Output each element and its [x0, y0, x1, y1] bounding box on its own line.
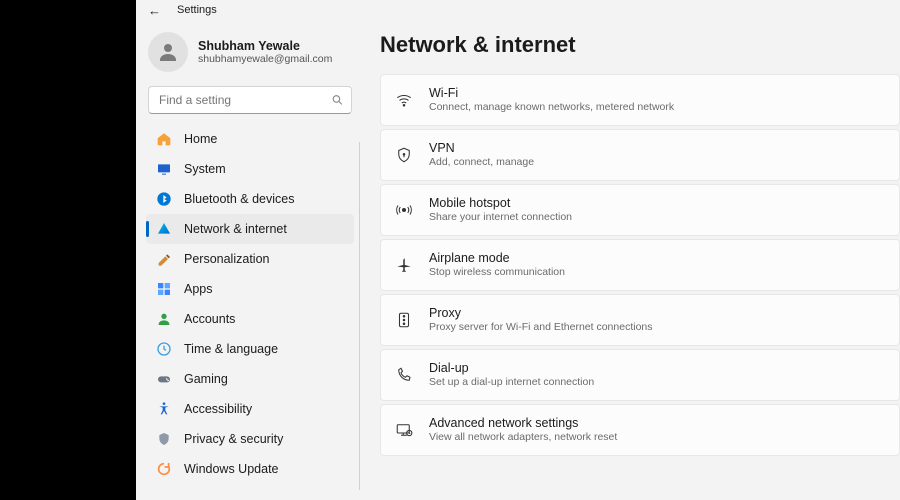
card-airplane[interactable]: Airplane modeStop wireless communication: [380, 239, 900, 291]
sidebar-divider: [359, 142, 360, 490]
sidebar-item-system[interactable]: System: [146, 154, 354, 184]
card-text: ProxyProxy server for Wi-Fi and Ethernet…: [429, 306, 653, 335]
sidebar-item-label: Privacy & security: [184, 432, 283, 446]
sidebar-item-label: System: [184, 162, 226, 176]
system-icon: [156, 161, 172, 177]
sidebar-item-home[interactable]: Home: [146, 124, 354, 154]
sidebar-item-label: Home: [184, 132, 217, 146]
main-panel: Network & internet Wi-FiConnect, manage …: [360, 20, 900, 500]
privacy-icon: [156, 431, 172, 447]
card-text: Dial-upSet up a dial-up internet connect…: [429, 361, 594, 390]
card-subtitle: Proxy server for Wi-Fi and Ethernet conn…: [429, 321, 653, 334]
card-text: Wi-FiConnect, manage known networks, met…: [429, 86, 674, 115]
sidebar-item-label: Bluetooth & devices: [184, 192, 295, 206]
network-icon: [156, 221, 172, 237]
sidebar-item-label: Time & language: [184, 342, 278, 356]
sidebar-item-gaming[interactable]: Gaming: [146, 364, 354, 394]
gaming-icon: [156, 371, 172, 387]
card-text: VPNAdd, connect, manage: [429, 141, 534, 170]
accounts-icon: [156, 311, 172, 327]
sidebar-item-label: Gaming: [184, 372, 228, 386]
card-text: Mobile hotspotShare your internet connec…: [429, 196, 572, 225]
card-subtitle: View all network adapters, network reset: [429, 431, 617, 444]
sidebar-item-accessibility[interactable]: Accessibility: [146, 394, 354, 424]
card-title: Advanced network settings: [429, 416, 617, 432]
settings-card-list: Wi-FiConnect, manage known networks, met…: [380, 74, 900, 456]
card-text: Airplane modeStop wireless communication: [429, 251, 565, 280]
card-subtitle: Share your internet connection: [429, 211, 572, 224]
card-subtitle: Connect, manage known networks, metered …: [429, 101, 674, 114]
card-title: Dial-up: [429, 361, 594, 377]
card-proxy[interactable]: ProxyProxy server for Wi-Fi and Ethernet…: [380, 294, 900, 346]
app-title: Settings: [177, 4, 217, 16]
card-subtitle: Stop wireless communication: [429, 266, 565, 279]
card-text: Advanced network settingsView all networ…: [429, 416, 617, 445]
page-title: Network & internet: [380, 32, 900, 58]
advanced-icon: [395, 421, 413, 439]
sidebar-item-apps[interactable]: Apps: [146, 274, 354, 304]
card-subtitle: Set up a dial-up internet connection: [429, 376, 594, 389]
hotspot-icon: [395, 201, 413, 219]
card-hotspot[interactable]: Mobile hotspotShare your internet connec…: [380, 184, 900, 236]
sidebar-item-personalization[interactable]: Personalization: [146, 244, 354, 274]
wifi-icon: [395, 91, 413, 109]
sidebar-item-label: Network & internet: [184, 222, 287, 236]
apps-icon: [156, 281, 172, 297]
card-title: Wi-Fi: [429, 86, 674, 102]
sidebar: Shubham Yewale shubhamyewale@gmail.com H…: [136, 20, 360, 500]
proxy-icon: [395, 311, 413, 329]
personalization-icon: [156, 251, 172, 267]
search-input[interactable]: [148, 86, 352, 114]
profile-text: Shubham Yewale shubhamyewale@gmail.com: [198, 39, 332, 65]
sidebar-item-label: Apps: [184, 282, 213, 296]
vpn-icon: [395, 146, 413, 164]
card-title: VPN: [429, 141, 534, 157]
accessibility-icon: [156, 401, 172, 417]
profile-email: shubhamyewale@gmail.com: [198, 53, 332, 65]
update-icon: [156, 461, 172, 477]
search-wrap: [148, 86, 352, 114]
sidebar-item-update[interactable]: Windows Update: [146, 454, 354, 484]
card-title: Mobile hotspot: [429, 196, 572, 212]
airplane-icon: [395, 256, 413, 274]
sidebar-item-time[interactable]: Time & language: [146, 334, 354, 364]
sidebar-item-bluetooth[interactable]: Bluetooth & devices: [146, 184, 354, 214]
sidebar-item-accounts[interactable]: Accounts: [146, 304, 354, 334]
time-icon: [156, 341, 172, 357]
dialup-icon: [395, 366, 413, 384]
card-advanced[interactable]: Advanced network settingsView all networ…: [380, 404, 900, 456]
card-dialup[interactable]: Dial-upSet up a dial-up internet connect…: [380, 349, 900, 401]
sidebar-item-network[interactable]: Network & internet: [146, 214, 354, 244]
card-title: Airplane mode: [429, 251, 565, 267]
profile-block[interactable]: Shubham Yewale shubhamyewale@gmail.com: [146, 28, 354, 84]
sidebar-item-label: Accessibility: [184, 402, 252, 416]
sidebar-item-label: Windows Update: [184, 462, 279, 476]
card-wifi[interactable]: Wi-FiConnect, manage known networks, met…: [380, 74, 900, 126]
sidebar-nav: Home System Bluetooth & devices Network & i…: [146, 124, 354, 484]
sidebar-item-label: Personalization: [184, 252, 269, 266]
window-body: Shubham Yewale shubhamyewale@gmail.com H…: [136, 20, 900, 500]
bluetooth-icon: [156, 191, 172, 207]
titlebar: ← Settings: [136, 0, 900, 20]
settings-window: ← Settings Shubham Yewale shubhamyewale@…: [136, 0, 900, 500]
sidebar-item-label: Accounts: [184, 312, 235, 326]
avatar: [148, 32, 188, 72]
back-button[interactable]: ←: [148, 4, 161, 17]
search-icon: [331, 94, 344, 107]
home-icon: [156, 131, 172, 147]
card-subtitle: Add, connect, manage: [429, 156, 534, 169]
sidebar-item-privacy[interactable]: Privacy & security: [146, 424, 354, 454]
card-vpn[interactable]: VPNAdd, connect, manage: [380, 129, 900, 181]
card-title: Proxy: [429, 306, 653, 322]
profile-name: Shubham Yewale: [198, 39, 332, 53]
